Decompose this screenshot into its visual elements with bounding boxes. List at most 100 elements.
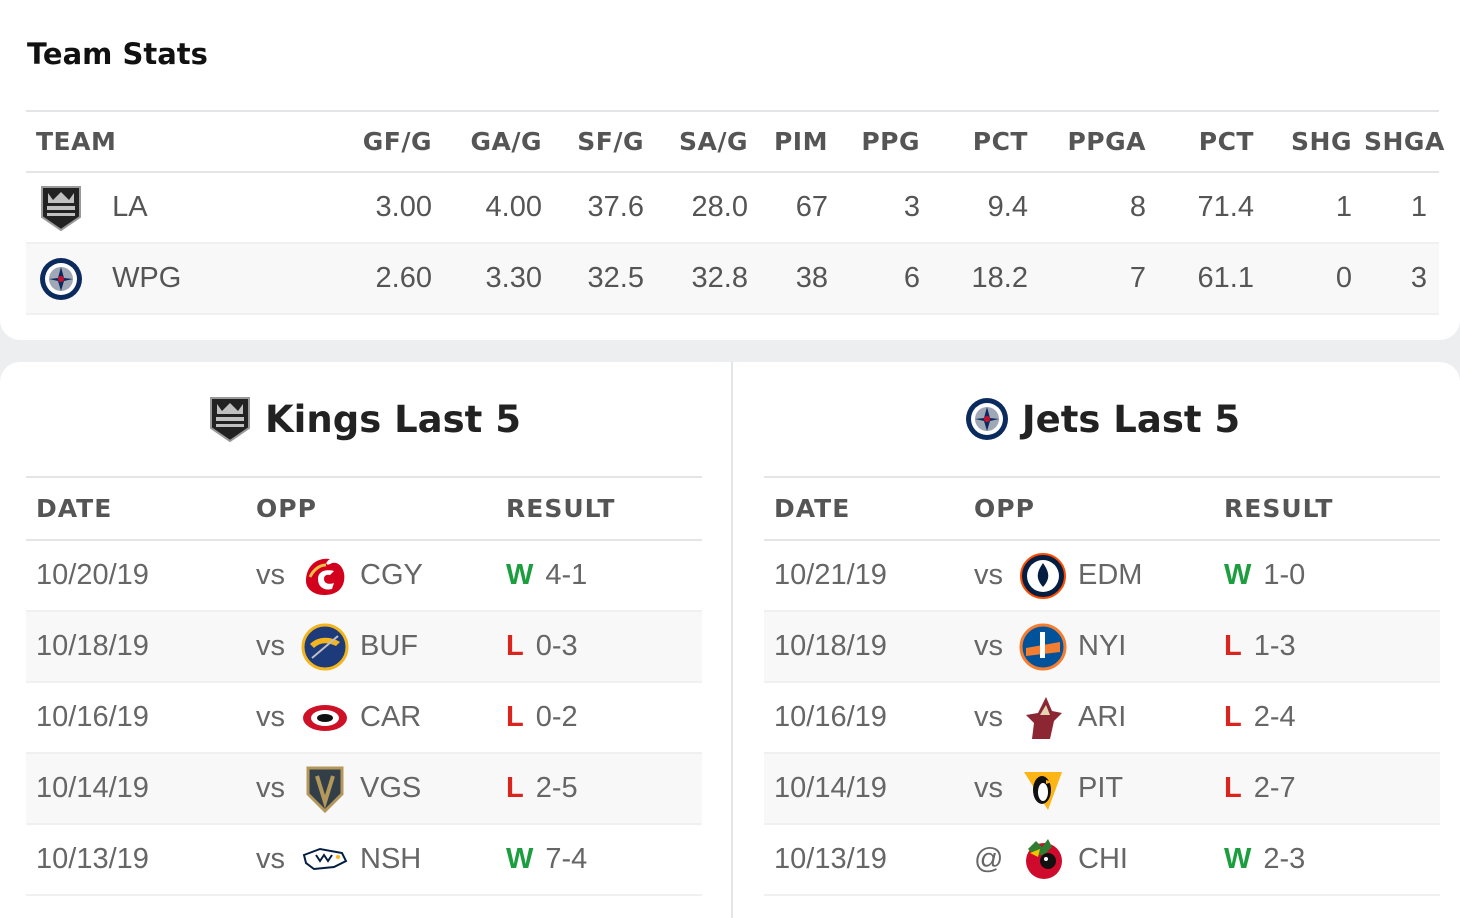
game-date: 10/18/19	[764, 611, 964, 683]
game-location: vs	[974, 701, 1003, 733]
stat-sfg: 37.6	[554, 172, 656, 244]
game-date: 10/13/19	[26, 824, 246, 896]
jets-logo-icon	[965, 398, 1008, 440]
stat-shg: 0	[1266, 243, 1364, 315]
game-row[interactable]: 10/13/19 vs NSH W 7-4	[26, 824, 702, 896]
col-header-ppg[interactable]: PPG	[840, 110, 932, 173]
game-opp: vs PIT	[964, 753, 1214, 825]
team-abbr: LA	[112, 191, 148, 223]
col-header-sfg[interactable]: SF/G	[554, 110, 656, 173]
game-opp: vs NYI	[964, 611, 1214, 683]
col-header-opp: OPP	[246, 476, 496, 541]
col-header-sag[interactable]: SA/G	[656, 110, 760, 173]
game-date: 10/20/19	[26, 540, 246, 612]
golden-knights-logo-icon	[306, 766, 344, 813]
col-header-date: DATE	[26, 476, 246, 541]
game-row[interactable]: 10/14/19 vs VGS L 2-5	[26, 753, 702, 825]
game-opp-abbr[interactable]: CHI	[1078, 843, 1128, 875]
game-opp-abbr[interactable]: CGY	[360, 559, 423, 591]
stat-shg: 1	[1266, 172, 1364, 244]
game-row[interactable]: 10/14/19 vs PIT L 2-7	[764, 753, 1440, 825]
jets-logo-icon	[40, 257, 82, 300]
predators-logo-icon	[302, 847, 348, 870]
penguins-logo-icon	[1024, 771, 1062, 810]
game-opp: vs CGY	[246, 540, 496, 612]
jets-last5-header: Jets Last 5	[764, 362, 1440, 476]
sabres-logo-icon	[301, 623, 349, 670]
col-header-team[interactable]: TEAM	[26, 110, 330, 173]
stat-gfg: 3.00	[330, 172, 444, 244]
col-header-result: RESULT	[496, 476, 702, 541]
result-score: 2-5	[535, 772, 578, 804]
panel-divider	[731, 362, 733, 918]
result-score: 2-3	[1263, 843, 1306, 875]
stats-header-row: TEAM GF/G GA/G SF/G SA/G PIM PPG PCT PPG…	[26, 110, 1444, 173]
col-header-pct2[interactable]: PCT	[1158, 110, 1266, 173]
game-opp-abbr[interactable]: NSH	[360, 843, 422, 875]
col-header-pct[interactable]: PCT	[932, 110, 1040, 173]
col-header-ppga[interactable]: PPGA	[1040, 110, 1158, 173]
table-row: WPG 2.60 3.30 32.5 32.8 38 6 18.2 7 61.1…	[26, 243, 1439, 315]
col-header-shg[interactable]: SHG	[1266, 110, 1364, 173]
result-score: 0-2	[535, 701, 578, 733]
stat-ppga: 8	[1040, 172, 1158, 244]
stat-ppg: 3	[840, 172, 932, 244]
team-stats-title: Team Stats	[27, 37, 208, 71]
game-row[interactable]: 10/16/19 vs CAR L 0-2	[26, 682, 702, 754]
result-letter: L	[1224, 772, 1242, 804]
game-row[interactable]: 10/16/19 vs ARI L 2-4	[764, 682, 1440, 754]
game-result: L 2-7	[1214, 753, 1440, 825]
result-letter: L	[506, 630, 524, 662]
game-opp-abbr[interactable]: CAR	[360, 701, 422, 733]
game-opp-abbr[interactable]: EDM	[1078, 559, 1143, 591]
game-date: 10/21/19	[764, 540, 964, 612]
game-date: 10/13/19	[764, 824, 964, 896]
game-opp-abbr[interactable]: ARI	[1078, 701, 1127, 733]
game-location: vs	[256, 843, 285, 875]
result-letter: L	[506, 701, 524, 733]
col-header-gag[interactable]: GA/G	[444, 110, 554, 173]
team-cell[interactable]: WPG	[26, 243, 330, 315]
col-header-result: RESULT	[1214, 476, 1440, 541]
col-header-pim[interactable]: PIM	[760, 110, 840, 173]
islanders-logo-icon	[1019, 623, 1067, 670]
game-row[interactable]: 10/20/19 vs CGY W 4-1	[26, 540, 702, 612]
game-date: 10/16/19	[26, 682, 246, 754]
game-row[interactable]: 10/13/19 @ CHI W 2-3	[764, 824, 1440, 896]
game-row[interactable]: 10/21/19 vs EDM W 1-0	[764, 540, 1440, 612]
game-location: @	[974, 843, 1004, 875]
stat-gag: 4.00	[444, 172, 554, 244]
flames-logo-icon	[306, 558, 345, 595]
kings-logo-icon	[41, 185, 81, 231]
stat-gag: 3.30	[444, 243, 554, 315]
result-score: 0-3	[535, 630, 578, 662]
stat-pct: 9.4	[932, 172, 1040, 244]
kings-last5-header: Kings Last 5	[26, 362, 702, 476]
stat-pct: 18.2	[932, 243, 1040, 315]
game-result: L 1-3	[1214, 611, 1440, 683]
game-row[interactable]: 10/18/19 vs BUF L 0-3	[26, 611, 702, 683]
result-score: 4-1	[545, 559, 588, 591]
game-opp-abbr[interactable]: BUF	[360, 630, 418, 662]
result-score: 2-4	[1253, 701, 1296, 733]
col-header-gfg[interactable]: GF/G	[330, 110, 444, 173]
game-opp: vs VGS	[246, 753, 496, 825]
stat-gfg: 2.60	[330, 243, 444, 315]
game-opp-abbr[interactable]: NYI	[1078, 630, 1127, 662]
game-location: vs	[974, 772, 1003, 804]
game-opp-abbr[interactable]: VGS	[360, 772, 422, 804]
jets-last5-panel: Jets Last 5 DATE OPP RESULT 10/21/19 vs	[764, 362, 1440, 896]
game-opp-abbr[interactable]: PIT	[1078, 772, 1124, 804]
result-score: 2-7	[1253, 772, 1296, 804]
game-opp: @ CHI	[964, 824, 1214, 896]
game-date: 10/16/19	[764, 682, 964, 754]
result-letter: W	[506, 843, 534, 875]
team-cell[interactable]: LA	[26, 172, 330, 244]
result-letter: W	[1224, 559, 1252, 591]
kings-last5-panel: Kings Last 5 DATE OPP RESULT 10/20/19 vs	[26, 362, 702, 896]
game-date: 10/14/19	[26, 753, 246, 825]
game-row[interactable]: 10/18/19 vs NYI L 1-3	[764, 611, 1440, 683]
col-header-shga[interactable]: SHGA	[1364, 110, 1444, 173]
game-date: 10/18/19	[26, 611, 246, 683]
game-result: L 2-5	[496, 753, 702, 825]
